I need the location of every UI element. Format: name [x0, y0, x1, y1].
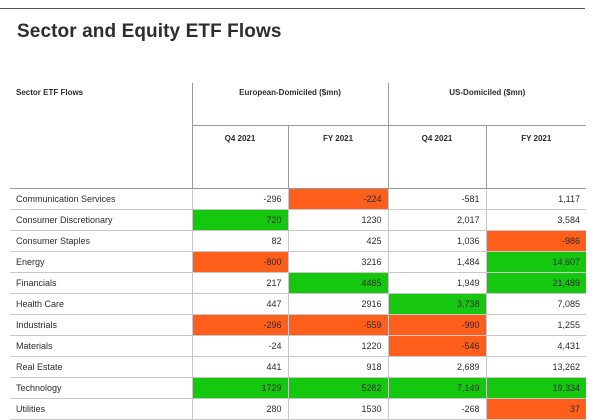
flow-value-cell: -546: [387, 335, 487, 357]
flow-value-cell: 441: [191, 356, 288, 378]
header-spacer-row: [10, 170, 587, 188]
sector-name: Materials: [10, 335, 192, 357]
flow-value-cell: 1,484: [387, 251, 487, 273]
flow-value-cell: 13,262: [485, 356, 587, 378]
flow-value-cell: 1,036: [387, 230, 487, 252]
page-title: Sector and Equity ETF Flows: [17, 21, 282, 42]
subheader-eu-fy: FY 2021: [287, 124, 389, 170]
flow-value-cell: 7,085: [485, 293, 587, 315]
flow-value-cell: 2,689: [387, 356, 487, 378]
table-row: Financials 217 4485 1,949 21,489: [10, 272, 587, 294]
flow-value-cell: 217: [191, 272, 288, 294]
flow-value-cell: 2,017: [387, 209, 487, 231]
flow-value-cell: 720: [191, 209, 288, 231]
sector-etf-flows-table: Sector ETF Flows European-Domiciled ($mn…: [10, 83, 587, 420]
table-row: Energy -800 3216 1,484 14,607: [10, 251, 587, 273]
flow-value-cell: 3,738: [387, 293, 487, 315]
corner-label: Sector ETF Flows: [16, 88, 84, 97]
top-rule: [0, 8, 585, 9]
sector-name: Consumer Staples: [10, 230, 192, 252]
subheader-us-fy: FY 2021: [485, 124, 587, 170]
flow-value-cell: 425: [287, 230, 389, 252]
flow-value-cell: 21,489: [485, 272, 587, 294]
sector-name: Industrials: [10, 314, 192, 336]
flow-value-cell: -581: [387, 188, 487, 210]
flow-value-cell: 2916: [287, 293, 389, 315]
flow-value-cell: 280: [191, 398, 288, 420]
group-header-us: US-Domiciled ($mn): [387, 83, 587, 125]
flow-value-cell: 1230: [287, 209, 389, 231]
flow-value-cell: 19,334: [485, 377, 587, 399]
flow-value-cell: 1220: [287, 335, 389, 357]
header-row-periods: Q4 2021 FY 2021 Q4 2021 FY 2021: [10, 124, 587, 170]
flow-value-cell: 4485: [287, 272, 389, 294]
table-row: Health Care 447 2916 3,738 7,085: [10, 293, 587, 315]
flow-value-cell: 14,607: [485, 251, 587, 273]
table-row: Materials -24 1220 -546 4,431: [10, 335, 587, 357]
flow-value-cell: -296: [191, 314, 288, 336]
sector-name: Financials: [10, 272, 192, 294]
table-row: Technology 1729 5282 7,149 19,334: [10, 377, 587, 399]
flow-value-cell: 447: [191, 293, 288, 315]
flow-value-cell: -224: [287, 188, 389, 210]
flow-value-cell: -800: [191, 251, 288, 273]
flow-value-cell: 4,431: [485, 335, 587, 357]
flow-value-cell: 1,255: [485, 314, 587, 336]
table-row: Utilities 280 1530 -268 37: [10, 398, 587, 420]
table-body: Communication Services -296 -224 -581 1,117 C…: [10, 188, 587, 420]
flow-value-cell: -559: [287, 314, 389, 336]
sector-name: Communication Services: [10, 188, 192, 210]
sector-name: Health Care: [10, 293, 192, 315]
flow-value-cell: 7,149: [387, 377, 487, 399]
sector-name: Real Estate: [10, 356, 192, 378]
sector-name: Energy: [10, 251, 192, 273]
table-row: Real Estate 441 918 2,689 13,262: [10, 356, 587, 378]
flow-value-cell: -268: [387, 398, 487, 420]
flow-value-cell: -990: [387, 314, 487, 336]
flow-value-cell: 37: [485, 398, 587, 420]
sector-name: Consumer Discretionary: [10, 209, 192, 231]
flow-value-cell: 1729: [191, 377, 288, 399]
flow-value-cell: 1,117: [485, 188, 587, 210]
table-row: Industrials -296 -559 -990 1,255: [10, 314, 587, 336]
flow-value-cell: 918: [287, 356, 389, 378]
flow-value-cell: 3216: [287, 251, 389, 273]
table-row: Consumer Discretionary 720 1230 2,017 3,584: [10, 209, 587, 231]
flow-value-cell: 3,584: [485, 209, 587, 231]
subheader-us-q4: Q4 2021: [387, 124, 487, 170]
subheader-eu-q4: Q4 2021: [191, 124, 288, 170]
sector-name: Utilities: [10, 398, 192, 420]
sector-name: Technology: [10, 377, 192, 399]
table-row: Consumer Staples 82 425 1,036 -986: [10, 230, 587, 252]
table-row: Communication Services -296 -224 -581 1,117: [10, 188, 587, 210]
flow-value-cell: -24: [191, 335, 288, 357]
flow-value-cell: 1530: [287, 398, 389, 420]
header-row-groups: Sector ETF Flows European-Domiciled ($mn…: [10, 83, 587, 125]
flow-value-cell: -986: [485, 230, 587, 252]
group-header-european: European-Domiciled ($mn): [191, 83, 389, 125]
flow-value-cell: -296: [191, 188, 288, 210]
flow-value-cell: 82: [191, 230, 288, 252]
flow-value-cell: 1,949: [387, 272, 487, 294]
flow-value-cell: 5282: [287, 377, 389, 399]
